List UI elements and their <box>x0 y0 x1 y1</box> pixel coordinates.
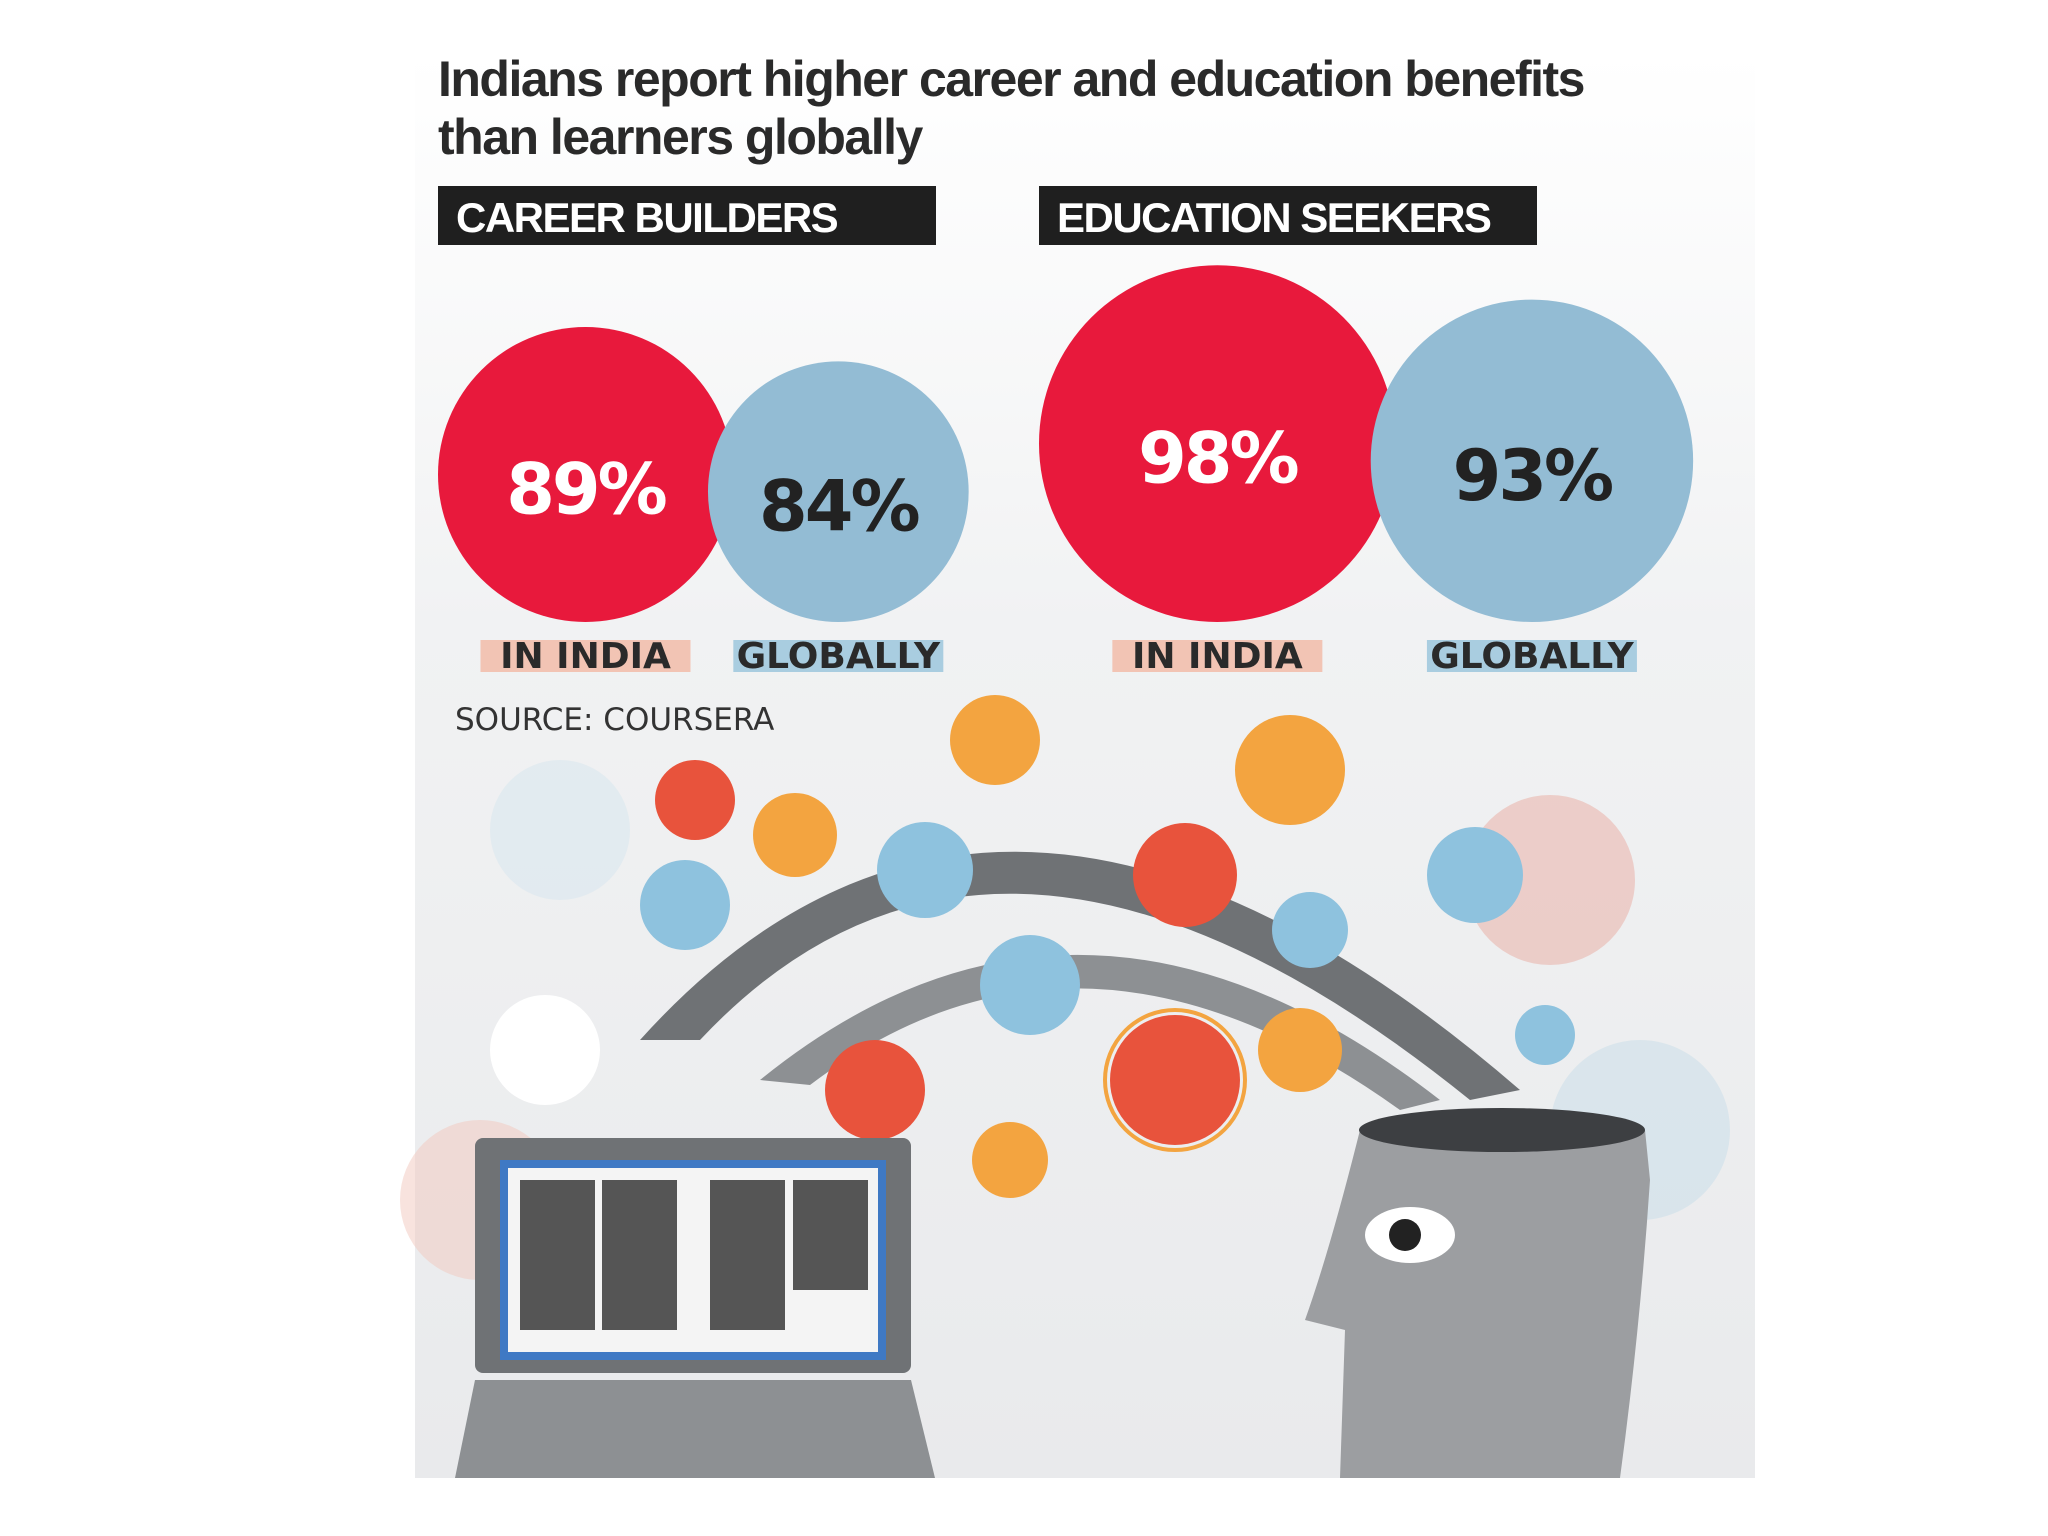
illustration <box>400 695 1730 1478</box>
value-label: 89% <box>506 449 665 531</box>
section-header-bg <box>1039 186 1537 245</box>
category-label: IN INDIA <box>1132 636 1303 677</box>
bubble <box>1370 299 1694 622</box>
category-band <box>733 640 944 672</box>
section-header: EDUCATION SEEKERS <box>1057 194 1491 241</box>
category-label: GLOBALLY <box>737 636 941 677</box>
source: SOURCE: COURSERA <box>455 702 774 738</box>
value-label: 93% <box>1453 435 1612 517</box>
category-band <box>480 640 691 672</box>
category-band <box>1112 640 1323 672</box>
section-header: CAREER BUILDERS <box>456 194 838 241</box>
category-label: IN INDIA <box>500 636 671 677</box>
title-line: Indians report higher career and educati… <box>438 51 1584 107</box>
category-band <box>1426 640 1637 672</box>
bubble <box>707 361 969 622</box>
bubble <box>438 327 733 622</box>
title-line: than learners globally <box>438 109 924 165</box>
value-label: 98% <box>1138 418 1297 500</box>
category-label: GLOBALLY <box>1430 636 1634 677</box>
value-label: 84% <box>759 466 918 548</box>
section-header-bg <box>438 186 936 245</box>
bubble <box>1039 265 1396 622</box>
